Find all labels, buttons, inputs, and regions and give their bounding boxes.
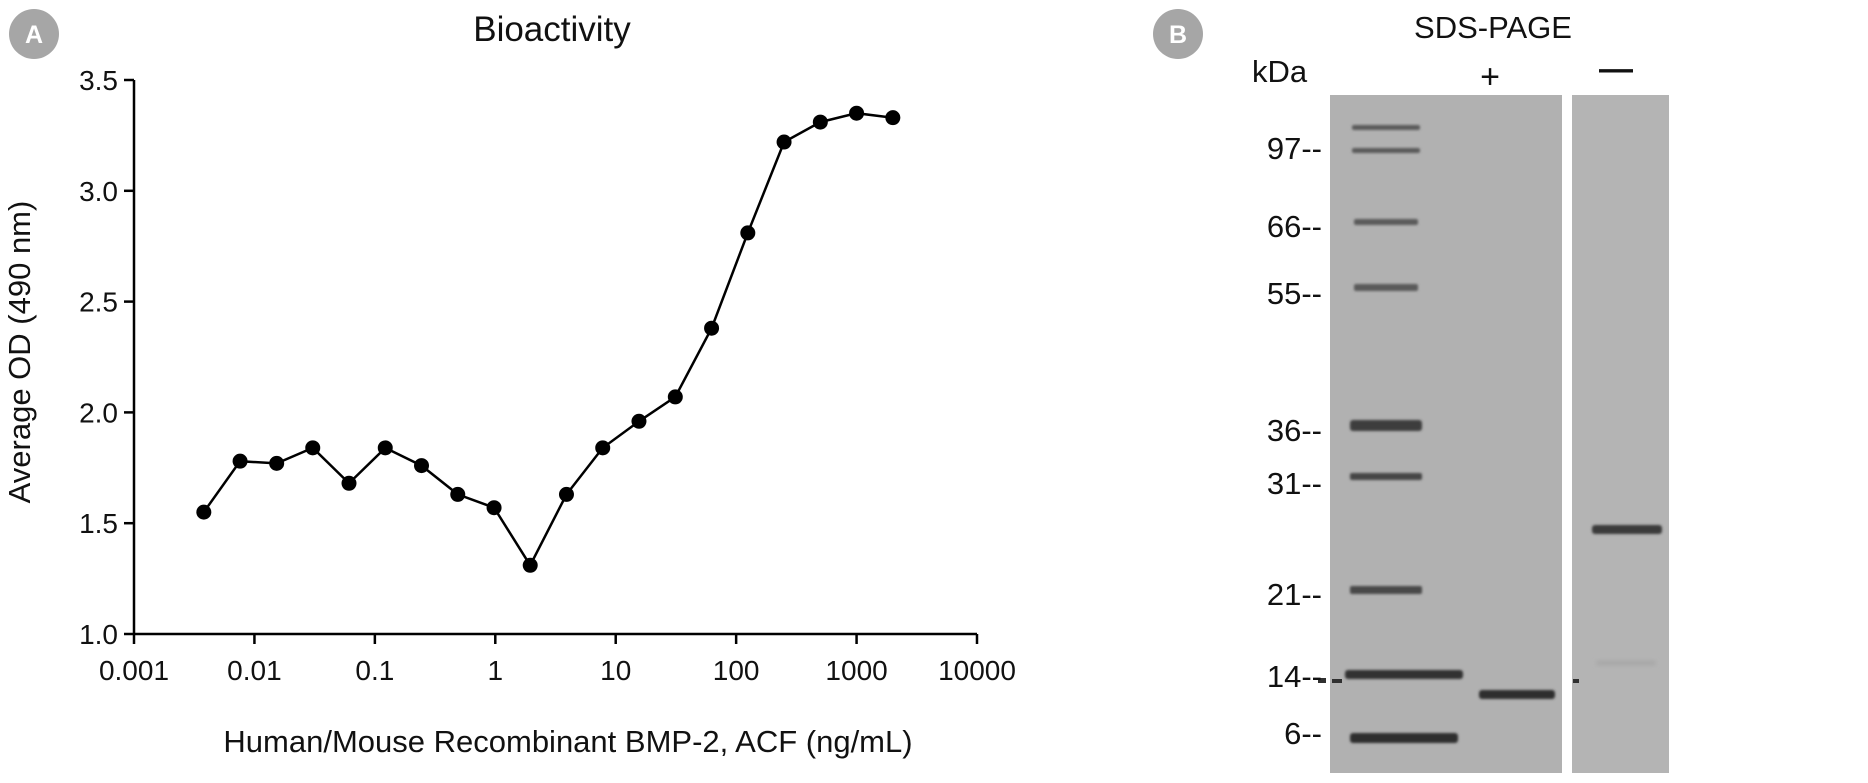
gel-unit-label: kDa — [1252, 54, 1308, 89]
ladder-band — [1354, 284, 1418, 291]
gel-marker-label: 36-- — [1267, 413, 1322, 448]
panel-b-badge: B — [1153, 9, 1203, 59]
ladder-band — [1350, 733, 1458, 743]
x-tick-label: 10000 — [938, 655, 1016, 686]
sample-band-nonreduced — [1592, 525, 1662, 534]
gel-left-block — [1330, 95, 1562, 773]
y-tick-label: 2.5 — [79, 287, 118, 318]
data-point — [377, 440, 393, 456]
series-points — [196, 105, 901, 573]
ladder-band — [1350, 473, 1422, 480]
x-tick-label: 0.01 — [227, 655, 282, 686]
chart-axes — [132, 80, 977, 636]
gel-marker-labels: 97-- 66-- 55-- 36-- 31-- 21-- 14-- 6-- — [1267, 131, 1322, 751]
sample-band-reduced — [1479, 690, 1555, 699]
data-point — [450, 486, 466, 502]
y-tick-label: 2.0 — [79, 397, 118, 428]
x-tick-label: 0.1 — [355, 655, 394, 686]
x-ticks: 0.001 0.01 0.1 1 10 100 1000 10000 — [99, 634, 1016, 686]
ladder-band — [1345, 670, 1463, 679]
data-point — [232, 453, 248, 469]
x-tick-label: 10 — [600, 655, 631, 686]
ladder-band — [1354, 219, 1418, 225]
gel-edge-mark — [1332, 679, 1342, 683]
gel-marker-label: 55-- — [1267, 276, 1322, 311]
data-point — [885, 110, 901, 126]
ladder-band — [1350, 420, 1422, 431]
panel-a-badge: A — [9, 9, 59, 59]
panel-a-badge-circle — [9, 9, 59, 59]
data-point — [269, 455, 285, 471]
gel-marker-label: 66-- — [1267, 209, 1322, 244]
sample-band-faint — [1596, 661, 1656, 665]
series-line — [202, 111, 893, 568]
x-tick-label: 1000 — [825, 655, 887, 686]
data-point — [414, 458, 430, 474]
lane-label-plus: + — [1480, 58, 1500, 96]
data-point — [305, 440, 321, 456]
gel-outside-mark — [1318, 678, 1326, 683]
chart-title: Bioactivity — [473, 10, 631, 49]
y-ticks: 1.0 1.5 2.0 2.5 3.0 3.5 — [79, 65, 134, 650]
y-tick-label: 3.5 — [79, 65, 118, 96]
y-tick-label: 1.0 — [79, 619, 118, 650]
data-point — [704, 320, 720, 336]
gel-title: SDS-PAGE — [1414, 10, 1572, 45]
data-point — [595, 440, 611, 456]
gel-right-block — [1572, 95, 1669, 773]
gel-marker-label: 21-- — [1267, 577, 1322, 612]
x-axis-label: Human/Mouse Recombinant BMP-2, ACF (ng/m… — [223, 724, 912, 759]
ladder-band — [1350, 586, 1422, 594]
panel-b-badge-letter: B — [1169, 21, 1187, 49]
y-axis-label: Average OD (490 nm) — [2, 201, 37, 504]
data-point — [631, 413, 647, 429]
data-point — [812, 114, 828, 130]
gel-divider — [1562, 95, 1572, 773]
y-tick-label: 3.0 — [79, 176, 118, 207]
data-point — [486, 500, 502, 516]
y-tick-label: 1.5 — [79, 508, 118, 539]
gel-marker-label: 31-- — [1267, 466, 1322, 501]
ladder-band — [1352, 125, 1420, 130]
panel-a-badge-letter: A — [25, 21, 43, 49]
data-point — [740, 225, 756, 241]
gel-image — [1318, 95, 1669, 773]
panel-b-badge-circle — [1153, 9, 1203, 59]
ladder-bands — [1345, 125, 1463, 743]
data-point — [849, 105, 865, 121]
x-tick-label: 0.001 — [99, 655, 169, 686]
gel-marker-label: 97-- — [1267, 131, 1322, 166]
data-point — [341, 475, 357, 491]
gel-edge-mark — [1573, 679, 1579, 683]
data-point — [776, 134, 792, 150]
gel-marker-label: 14-- — [1267, 659, 1322, 694]
data-point — [558, 486, 574, 502]
x-tick-label: 1 — [487, 655, 503, 686]
data-point — [667, 389, 683, 405]
ladder-band — [1352, 148, 1420, 153]
lane-label-minus: — — [1599, 50, 1633, 88]
data-point — [522, 557, 538, 573]
data-point — [196, 504, 212, 520]
gel-marker-label: 6-- — [1284, 716, 1322, 751]
x-tick-label: 100 — [713, 655, 760, 686]
